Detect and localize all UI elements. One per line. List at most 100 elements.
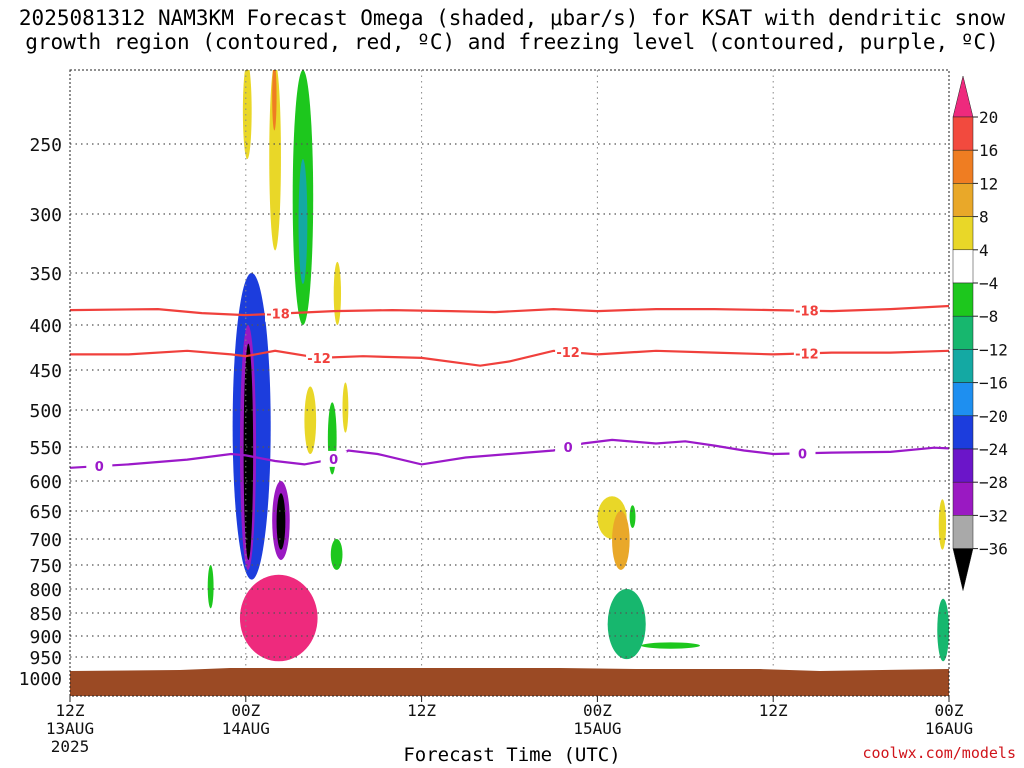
freezing-level-label: 0 — [95, 460, 104, 475]
omega-region-yellow-column-a — [242, 70, 252, 160]
isotherm-minus12-label-bg — [306, 349, 333, 366]
y-tick-label-950: 950 — [29, 648, 62, 669]
colorbar-label-5: −4 — [979, 274, 998, 293]
y-tick-label-900: 900 — [29, 627, 62, 648]
x-tick-label-60-1: 00Z — [935, 701, 964, 720]
colorbar-segment-5 — [952, 249, 974, 284]
x-tick-label-0-2: 13AUG — [46, 719, 94, 738]
freezing-level-label-bg — [555, 439, 582, 455]
omega-region-orange-core-b — [272, 70, 277, 131]
colorbar-segment-9 — [952, 382, 974, 417]
y-tick-label-250: 250 — [29, 135, 62, 156]
x-tick-label-60-2: 16AUG — [925, 719, 973, 738]
y-tick-label-750: 750 — [29, 556, 62, 577]
isotherm-minus18-label: -18 — [795, 305, 819, 320]
colorbar-label-8: −16 — [979, 374, 1008, 393]
omega-region-black-core — [243, 343, 254, 560]
colorbar-segment-12 — [952, 481, 974, 516]
colorbar-label-3: 8 — [979, 208, 989, 227]
omega-region-yellow-16aug — [938, 499, 947, 550]
colorbar-segment-11 — [952, 448, 974, 483]
x-axis-title: Forecast Time (UTC) — [403, 744, 621, 766]
chart-title-line-1: 2025081312 NAM3KM Forecast Omega (shaded… — [18, 6, 1006, 30]
omega-region-green-15aug-small — [629, 505, 636, 529]
freezing-level-label-bg — [86, 458, 113, 475]
omega-region-cyan-column — [298, 159, 308, 284]
freezing-level — [70, 438, 949, 469]
x-tick-label-12-1: 00Z — [231, 701, 260, 720]
y-tick-label-350: 350 — [29, 264, 62, 285]
freezing-level-label-bg — [320, 450, 347, 467]
freezing-level-label: 0 — [798, 447, 807, 462]
omega-region-yellow-column-b — [269, 70, 281, 251]
ground-surface — [70, 668, 949, 696]
y-tick-label-850: 850 — [29, 604, 62, 625]
isotherm-minus12-label-bg — [793, 345, 820, 362]
x-tick-label-0-3: 2025 — [51, 737, 90, 756]
isotherm-minus12 — [70, 349, 949, 367]
omega-region-black-secondary — [276, 493, 286, 550]
omega-region-green-left-low — [207, 565, 214, 609]
omega-region-orange-15aug — [612, 511, 630, 570]
x-tick-label-48-1: 12Z — [759, 701, 788, 720]
isotherm-minus12-label: -12 — [556, 346, 580, 361]
isotherm-minus18 — [70, 304, 949, 317]
x-tick-label-24-1: 12Z — [407, 701, 436, 720]
site-credit: coolwx.com/models — [862, 744, 1016, 762]
colorbar-bottom-arrow — [952, 548, 974, 591]
freezing-level-label: 0 — [564, 441, 573, 456]
colorbar-label-6: −8 — [979, 307, 998, 326]
x-tick-label-12-2: 14AUG — [222, 719, 270, 738]
omega-region-yellow-mid-a — [304, 386, 317, 455]
y-tick-label-650: 650 — [29, 502, 62, 523]
omega-region-green-16aug — [937, 598, 949, 662]
freezing-level-label: 0 — [329, 453, 338, 468]
colorbar-label-0: 20 — [979, 108, 998, 127]
omega-region-yellow-mid-b — [342, 382, 349, 433]
isotherm-minus18-label-bg — [265, 305, 292, 322]
omega-shading — [207, 70, 949, 662]
y-tick-label-550: 550 — [29, 438, 62, 459]
colorbar-top-arrow — [952, 75, 974, 118]
x-tick-label-36-1: 00Z — [583, 701, 612, 720]
colorbar-segment-4 — [952, 216, 974, 251]
freezing-level-label-bg — [789, 445, 816, 462]
gridlines — [70, 70, 949, 696]
y-tick-label-450: 450 — [29, 361, 62, 382]
colorbar-label-1: 16 — [979, 141, 998, 160]
colorbar-label-11: −28 — [979, 473, 1008, 492]
contours: -18 -18 -12 -12 -12 0 0 0 0 — [70, 302, 949, 475]
y-tick-label-300: 300 — [29, 205, 62, 226]
colorbar-segment-1 — [952, 116, 974, 151]
colorbar-label-7: −12 — [979, 340, 1008, 359]
y-tick-label-1000: 1000 — [19, 669, 62, 690]
y-tick-label-400: 400 — [29, 316, 62, 337]
chart-title-line-2: growth region (contoured, red, ºC) and f… — [25, 30, 999, 54]
colorbar-segment-3 — [952, 183, 974, 217]
omega-region-yellow-upper — [333, 261, 342, 325]
isotherm-minus12-label: -12 — [795, 347, 819, 362]
isotherm-minus18-label: -18 — [266, 308, 290, 323]
colorbar-segment-7 — [952, 315, 974, 350]
colorbar-segment-2 — [952, 149, 974, 184]
colorbar-label-10: −24 — [979, 440, 1008, 459]
colorbar-label-4: 4 — [979, 241, 989, 260]
colorbar-label-13: −36 — [979, 540, 1008, 559]
x-tick-label-36-2: 15AUG — [573, 719, 621, 738]
colorbar-label-12: −32 — [979, 506, 1008, 525]
omega-region-green-15aug-tail — [641, 642, 700, 649]
axes: 2503003504004505005506006507007508008509… — [19, 69, 973, 756]
y-tick-label-800: 800 — [29, 580, 62, 601]
plot-frame — [69, 69, 950, 697]
colorbar-segment-10 — [952, 415, 974, 450]
y-tick-label-600: 600 — [29, 472, 62, 493]
omega-region-green-15aug-low — [607, 589, 646, 660]
x-tick-label-0-1: 12Z — [56, 701, 85, 720]
colorbar-segment-6 — [952, 282, 974, 317]
y-tick-label-500: 500 — [29, 401, 62, 422]
colorbar-segment-13 — [952, 515, 974, 549]
colorbar-label-2: 12 — [979, 174, 998, 193]
colorbar-label-9: −20 — [979, 407, 1008, 426]
isotherm-minus18-label-bg — [793, 302, 820, 319]
